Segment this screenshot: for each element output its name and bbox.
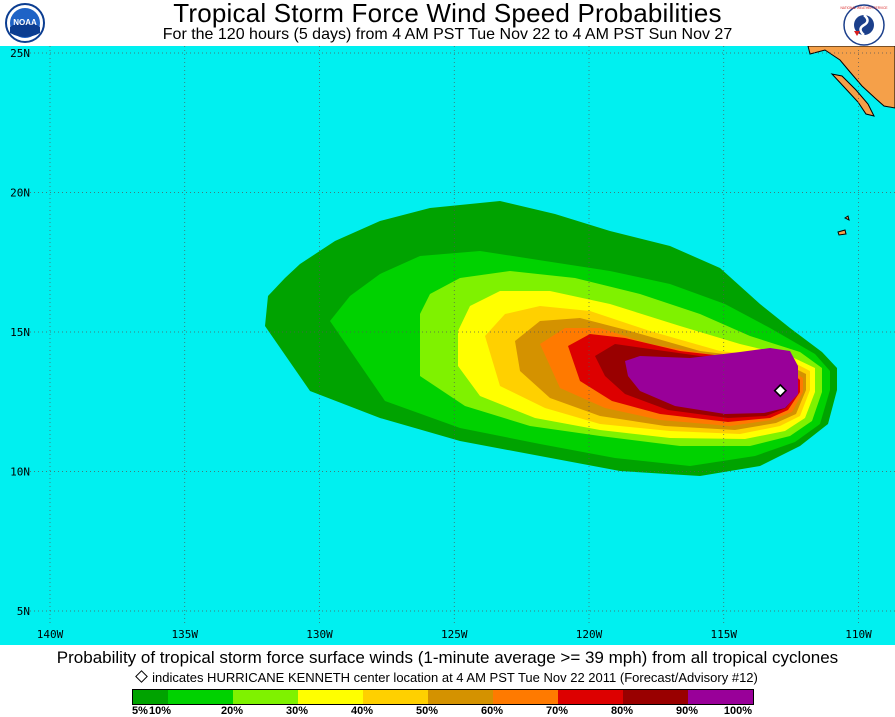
legend-tick-label: 5% [132,705,148,717]
nws-logo: NATIONAL WEATHER SERVICE [840,3,888,52]
legend-swatch [493,690,558,704]
legend-swatch [133,690,168,704]
longitude-label: 115W [711,628,738,641]
legend-swatch [298,690,363,704]
storm-note-text: indicates HURRICANE KENNETH center locat… [152,670,758,685]
legend-tick-label: 20% [220,705,244,717]
storm-note: indicates HURRICANE KENNETH center locat… [0,670,895,686]
diamond-icon [135,670,149,683]
legend-tick-label: 40% [350,705,374,717]
legend-swatch [168,690,233,704]
nws-logo-text: NATIONAL WEATHER SERVICE [841,6,888,10]
storm-center-marker [773,383,788,398]
legend-tick-labels: 5% 10% 20% 30% 40% 50% 60% 70% 80% 90% 100% [0,705,895,717]
legend-swatch [623,690,688,704]
latitude-label: 25N [10,47,30,60]
legend-swatch [688,690,753,704]
legend-tick-label: 30% [285,705,309,717]
header: NOAA Tropical Storm Force Wind Speed Pro… [0,0,895,46]
lat-lon-grid [30,46,895,626]
page-subtitle: For the 120 hours (5 days) from 4 AM PST… [162,26,733,43]
legend-tick-label: 70% [545,705,569,717]
band-90-100 [625,348,798,414]
longitude-label: 140W [37,628,64,641]
noaa-logo: NOAA [5,3,45,48]
noaa-logo-text: NOAA [13,18,37,27]
longitude-label: 125W [441,628,468,641]
probability-legend [132,689,754,705]
legend-swatch [558,690,623,704]
page-title: Tropical Storm Force Wind Speed Probabil… [173,0,722,28]
legend-tick-label: 10% [148,705,172,717]
legend-tick-label: 60% [480,705,504,717]
legend-swatch [428,690,493,704]
lat-lon-labels: 25N 20N 15N 10N 5N 140W 135W 130W 125W 120W 115W 11… [10,47,872,641]
latitude-label: 10N [10,466,30,479]
longitude-label: 120W [576,628,603,641]
footer: Probability of tropical storm force surf… [0,645,895,717]
legend-tick-label: 80% [610,705,634,717]
legend-tick-label: 50% [415,705,439,717]
longitude-label: 130W [306,628,333,641]
legend-tick-label: 100% [723,705,753,717]
latitude-label: 5N [17,605,30,618]
legend-tick-label: 90% [675,705,699,717]
latitude-label: 15N [10,326,30,339]
longitude-label: 135W [172,628,199,641]
land-mass [807,45,895,236]
probability-bands [265,201,837,476]
legend-swatch [363,690,428,704]
probability-map: 25N 20N 15N 10N 5N 140W 135W 130W 125W 120W 115W 11… [0,45,895,645]
legend-swatch [233,690,298,704]
map-caption: Probability of tropical storm force surf… [56,648,839,667]
latitude-label: 20N [10,187,30,200]
longitude-label: 110W [845,628,872,641]
